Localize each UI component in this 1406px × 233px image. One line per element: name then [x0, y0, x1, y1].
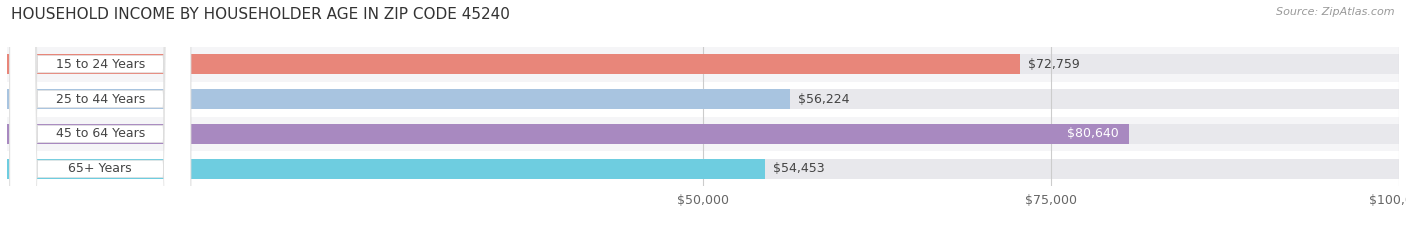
- Bar: [7, 159, 765, 179]
- Text: $54,453: $54,453: [773, 162, 825, 175]
- Text: 25 to 44 Years: 25 to 44 Years: [56, 93, 145, 106]
- Bar: [7, 89, 790, 109]
- Text: $56,224: $56,224: [799, 93, 849, 106]
- Bar: [7, 159, 1399, 179]
- Text: Source: ZipAtlas.com: Source: ZipAtlas.com: [1277, 7, 1395, 17]
- Text: HOUSEHOLD INCOME BY HOUSEHOLDER AGE IN ZIP CODE 45240: HOUSEHOLD INCOME BY HOUSEHOLDER AGE IN Z…: [11, 7, 510, 22]
- FancyBboxPatch shape: [10, 0, 191, 233]
- Bar: [7, 89, 1399, 109]
- Bar: [7, 116, 1399, 151]
- Bar: [7, 124, 1399, 144]
- Bar: [7, 124, 1129, 144]
- FancyBboxPatch shape: [10, 0, 191, 233]
- Bar: [7, 47, 1399, 82]
- Text: 15 to 24 Years: 15 to 24 Years: [56, 58, 145, 71]
- Text: $72,759: $72,759: [1028, 58, 1080, 71]
- Text: $80,640: $80,640: [1067, 127, 1118, 140]
- Text: 45 to 64 Years: 45 to 64 Years: [56, 127, 145, 140]
- Bar: [7, 54, 1019, 74]
- Bar: [7, 54, 1399, 74]
- FancyBboxPatch shape: [10, 0, 191, 233]
- Bar: [7, 82, 1399, 116]
- Bar: [7, 151, 1399, 186]
- Text: 65+ Years: 65+ Years: [69, 162, 132, 175]
- FancyBboxPatch shape: [10, 0, 191, 233]
